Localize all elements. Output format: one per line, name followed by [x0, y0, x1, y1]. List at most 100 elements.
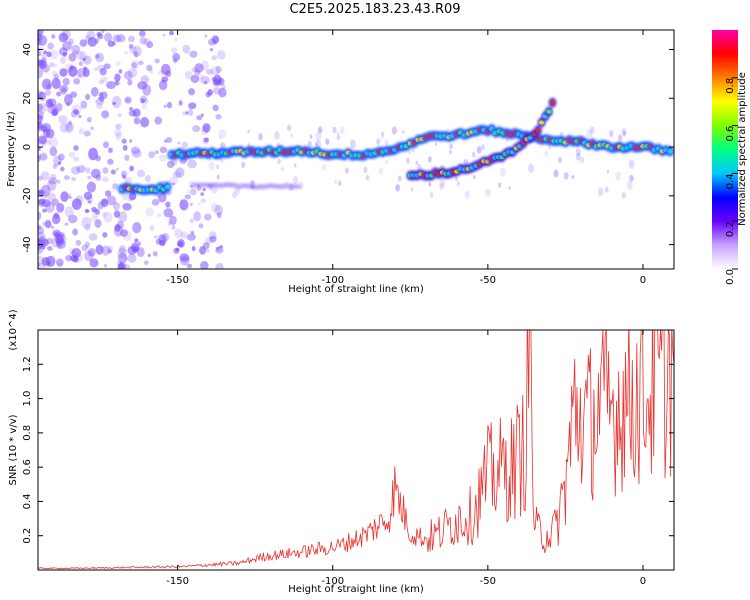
spectrogram-noise-blob — [558, 157, 562, 164]
spectrogram-noise-blob — [112, 183, 119, 190]
spectrogram-noise-blob — [544, 151, 548, 157]
spectrogram-noise-blob — [64, 206, 74, 218]
spectrogram-noise-blob — [113, 210, 121, 218]
spectrogram-noise-blob — [117, 247, 127, 259]
spectrogram-noise-blob — [88, 233, 98, 241]
snr-y-ticks: 0.2 0.4 0.6 0.8 1.0 1.2 — [22, 356, 674, 544]
spectrogram-ridge — [189, 181, 302, 191]
spectrogram-noise-blob — [79, 39, 88, 47]
snr-x-axis-label: Height of straight line (km) — [288, 584, 424, 595]
spectrogram-noise-blob — [202, 123, 211, 133]
spectrogram-noise-blob — [65, 63, 74, 73]
spectrogram-noise-blob — [44, 68, 49, 74]
spectrogram-noise-blob — [129, 165, 134, 172]
spectrogram-noise-blob — [167, 221, 172, 226]
spectrogram-noise-blob — [196, 115, 203, 121]
spectrogram-noise-blob — [38, 251, 42, 256]
spectrogram-noise-blob — [318, 126, 323, 134]
spectrogram-noise-blob — [49, 49, 59, 60]
spectrogram-noise-blob — [402, 130, 405, 134]
spectrogram-noise-blob — [48, 177, 58, 185]
snr-x-tick-label: -100 — [321, 576, 344, 587]
spectrogram-noise-blob — [38, 211, 42, 221]
spectrogram-noise-blob — [200, 198, 206, 203]
spectrogram-noise-blob — [103, 211, 113, 223]
spectrogram-noise-blob — [72, 156, 80, 162]
spectrogram-noise-blob — [200, 113, 204, 117]
spectrogram-noise-blob — [60, 191, 69, 202]
spectrogram-ridge — [117, 181, 172, 196]
spectrogram-noise-blob — [114, 129, 122, 137]
spectrogram-noise-blob — [172, 223, 176, 228]
spectrogram-noise-blob — [38, 51, 42, 57]
spectrogram-noise-blob — [83, 191, 93, 200]
spectrogram-noise-blob — [71, 44, 81, 55]
spectrogram-noise-blob — [216, 212, 222, 219]
spectrogram-noise-blob — [499, 167, 506, 177]
spectrogram-noise-blob — [38, 152, 42, 160]
spectrogram-noise-blob — [628, 159, 635, 169]
spectrogram-noise-blob — [38, 42, 42, 47]
spectrogram-noise-blob — [206, 69, 214, 75]
spectrogram-noise-blob — [47, 180, 57, 191]
spectrogram-noise-blob — [57, 115, 68, 124]
spectrogram-noise-blob — [214, 204, 224, 216]
spectrogram-noise-blob — [192, 125, 201, 133]
spectrogram-noise-blob — [172, 171, 182, 179]
spectrogram-x-tick-label: -150 — [166, 275, 189, 286]
spectrogram-noise-blob — [553, 169, 559, 178]
spectrogram-noise-blob — [68, 65, 78, 77]
spectrogram-noise-blob — [200, 60, 209, 71]
spectrogram-noise-blob — [203, 80, 208, 84]
spectrogram-noise-blob — [481, 144, 485, 151]
spectrogram-noise-blob — [59, 68, 68, 77]
spectrogram-noise-blob — [38, 114, 43, 125]
spectrogram-noise-blob — [89, 258, 99, 268]
snr-y-tick-label: 1.0 — [22, 391, 33, 407]
spectrogram-noise-blob — [158, 80, 168, 91]
spectrogram-noise-blob — [56, 91, 62, 97]
spectrogram-noise-blob — [112, 34, 122, 43]
spectrogram-noise-blob — [38, 33, 43, 42]
spectrogram-noise-blob — [472, 175, 476, 180]
spectrogram-noise-blob — [376, 138, 381, 145]
spectrogram-noise-blob — [86, 116, 92, 123]
spectrogram-noise-blob — [123, 70, 133, 80]
spectrogram-noise-blob — [122, 144, 128, 151]
spectrogram-noise-blob — [415, 160, 419, 166]
spectrogram-noise-blob — [130, 59, 140, 71]
spectrogram-noise-blob — [315, 131, 322, 141]
spectrogram-y-tick-label: -20 — [22, 188, 33, 204]
spectrogram-noise-blob — [315, 142, 318, 146]
spectrogram-noise-blob — [127, 253, 137, 263]
spectrogram-noise-blob — [104, 32, 113, 43]
spectrogram-x-tick-label: -50 — [480, 275, 496, 286]
spectrogram-noise-blob — [200, 75, 210, 85]
spectrogram-noise-blob — [200, 126, 209, 136]
spectrogram-noise-blob — [449, 149, 452, 155]
spectrogram-noise-blob — [621, 191, 626, 199]
spectrogram-noise-blob — [169, 30, 174, 36]
spectrogram-noise-blob — [46, 51, 52, 58]
spectrogram-noise-blob — [56, 239, 66, 250]
spectrogram-noise-blob — [83, 66, 88, 70]
colorbar-tick-label: 0.0 — [725, 269, 736, 285]
spectrogram-noise-blob — [68, 52, 77, 62]
spectrogram-noise-blob — [137, 81, 148, 90]
spectrogram-noise-blob — [60, 87, 67, 95]
spectrogram-noise-blob — [216, 174, 220, 180]
spectrogram-x-axis-label: Height of straight line (km) — [288, 284, 424, 295]
spectrogram-noise-blob — [194, 63, 204, 73]
spectrogram-noise-blob — [189, 218, 194, 224]
spectrogram-noise-blob — [38, 154, 41, 162]
spectrogram-noise-blob — [157, 192, 167, 203]
spectrogram-noise-blob — [137, 169, 145, 178]
spectrogram-noise-blob — [185, 111, 189, 115]
spectrogram-noise-blob — [140, 98, 145, 104]
spectrogram-noise-blob — [99, 199, 107, 205]
spectrogram-noise-blob — [112, 201, 120, 211]
spectrogram-noise-blob — [171, 159, 178, 166]
spectrogram-noise-blob — [41, 53, 48, 61]
spectrogram-noise-blob — [130, 242, 140, 253]
